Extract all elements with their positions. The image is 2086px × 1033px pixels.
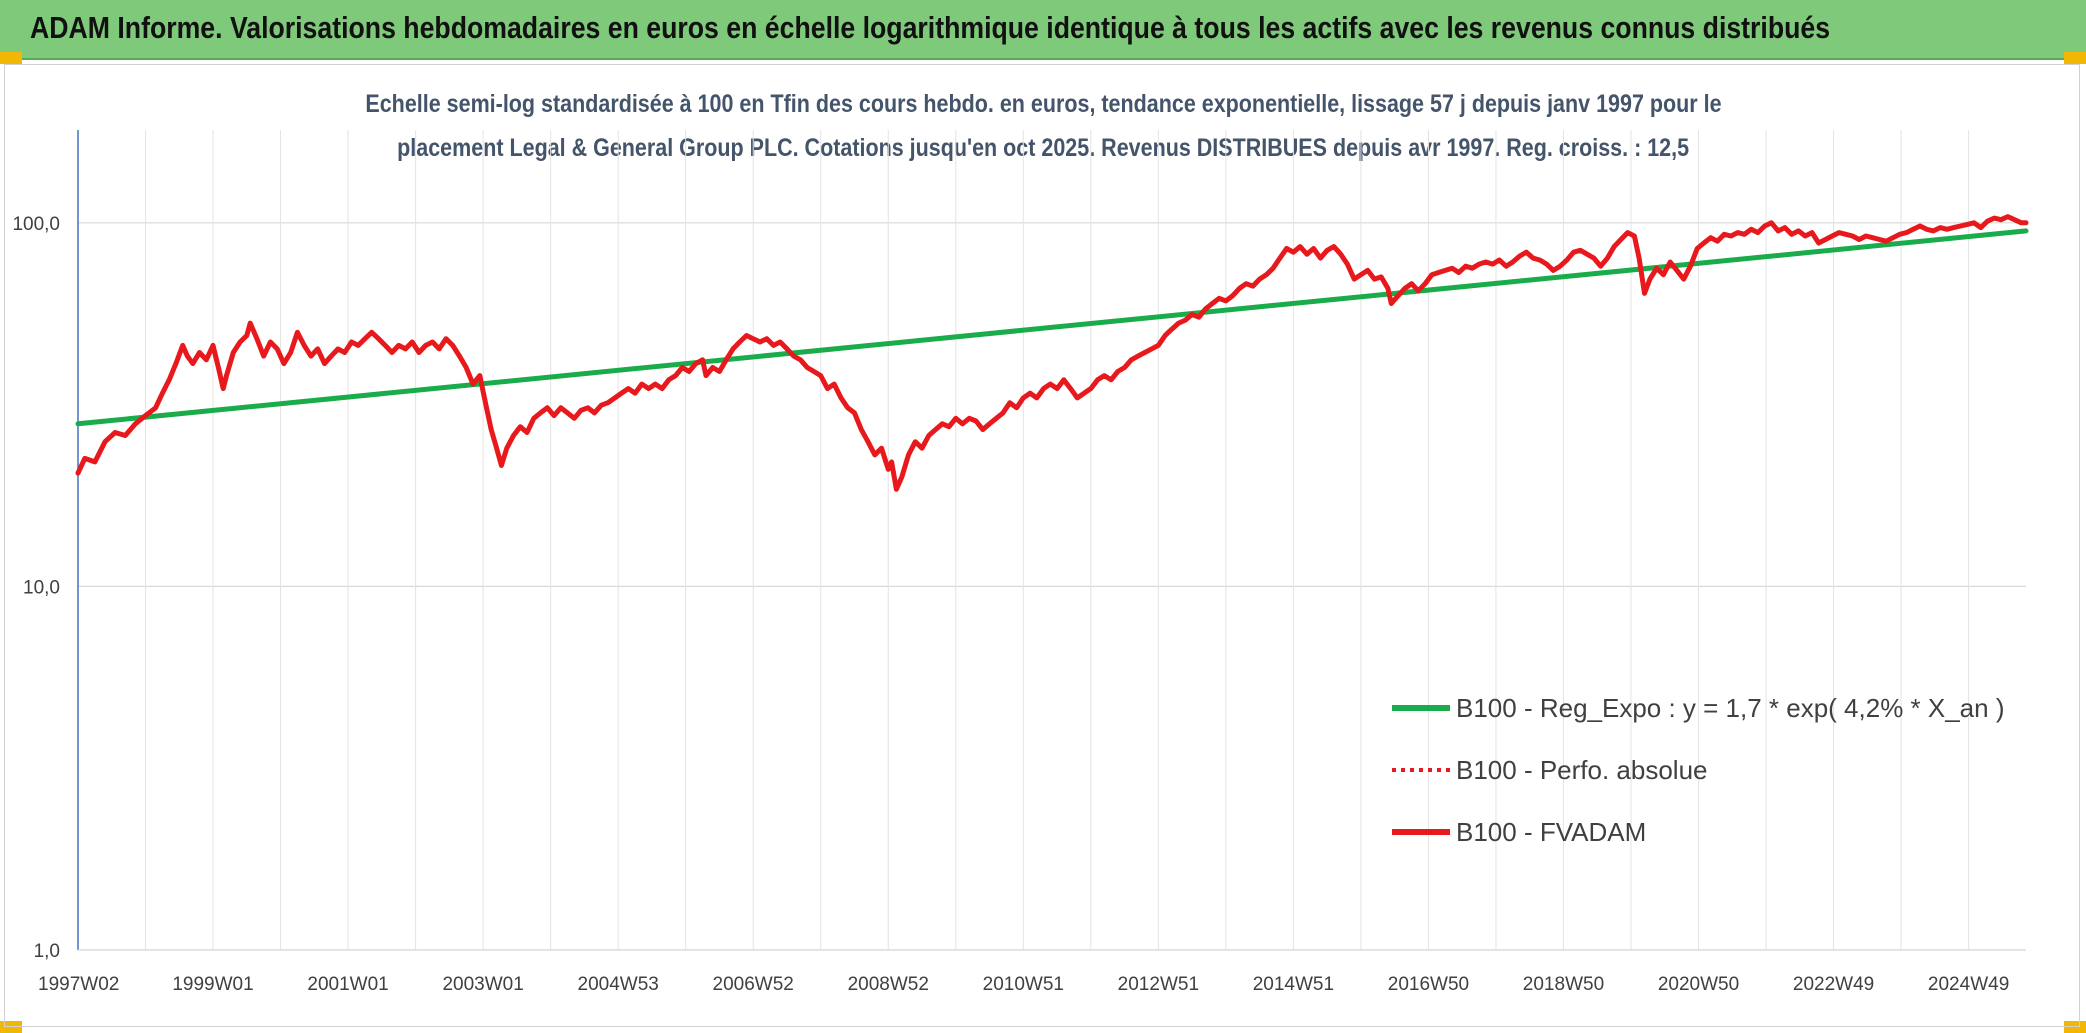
x-tick-label: 2001W01 (307, 974, 388, 995)
legend-label: B100 - Reg_Expo : y = 1,7 * exp( 4,2% * … (1456, 693, 2005, 723)
x-tick-label: 2022W49 (1793, 974, 1874, 995)
legend-label: B100 - Perfo. absolue (1456, 755, 1708, 785)
x-tick-label: 2012W51 (1118, 974, 1199, 995)
chart-title-line-2: placement Legal & General Group PLC. Cot… (0, 134, 2086, 163)
x-tick-label: 1999W01 (172, 974, 253, 995)
chart-legend: B100 - Reg_Expo : y = 1,7 * exp( 4,2% * … (1392, 693, 2005, 847)
chart-title-line-2-text: placement Legal & General Group PLC. Cot… (397, 134, 1689, 162)
y-tick-label: 1,0 (34, 941, 60, 962)
x-tick-label: 2006W52 (713, 974, 794, 995)
x-tick-label: 2008W52 (848, 974, 929, 995)
chart-series (75, 214, 2029, 492)
x-tick-label: 2024W49 (1928, 974, 2009, 995)
x-tick-label: 2010W51 (983, 974, 1064, 995)
report-title: ADAM Informe. Valorisations hebdomadaire… (30, 10, 1831, 45)
corner-marker (0, 52, 22, 64)
x-tick-label: 1997W02 (38, 974, 119, 995)
y-tick-label: 10,0 (23, 577, 60, 598)
x-tick-label: 2004W53 (578, 974, 659, 995)
x-tick-label: 2020W50 (1658, 974, 1739, 995)
chart-grid (77, 130, 2026, 951)
chart-title-line-1: Echelle semi-log standardisée à 100 en T… (0, 90, 2086, 119)
corner-marker (0, 1021, 22, 1033)
chart-axes: 1,0 10,0 100,0 1997W02 1999W01 2001W01 2003W01… (12, 130, 2026, 995)
x-tick-label: 2014W51 (1253, 974, 1334, 995)
chart-title-line-1-text: Echelle semi-log standardisée à 100 en T… (364, 90, 1722, 118)
y-tick-label: 100,0 (12, 214, 60, 235)
x-tick-label: 2003W01 (442, 974, 523, 995)
corner-marker (2064, 52, 2086, 64)
chart-frame (4, 64, 2080, 1027)
x-tick-label: 2018W50 (1523, 974, 1604, 995)
legend-label: B100 - FVADAM (1456, 817, 1646, 847)
corner-marker (2064, 1021, 2086, 1033)
report-banner: ADAM Informe. Valorisations hebdomadaire… (0, 0, 2086, 60)
x-tick-label: 2016W50 (1388, 974, 1469, 995)
series-line-3 (75, 214, 2029, 492)
series-line-1 (75, 228, 2029, 427)
